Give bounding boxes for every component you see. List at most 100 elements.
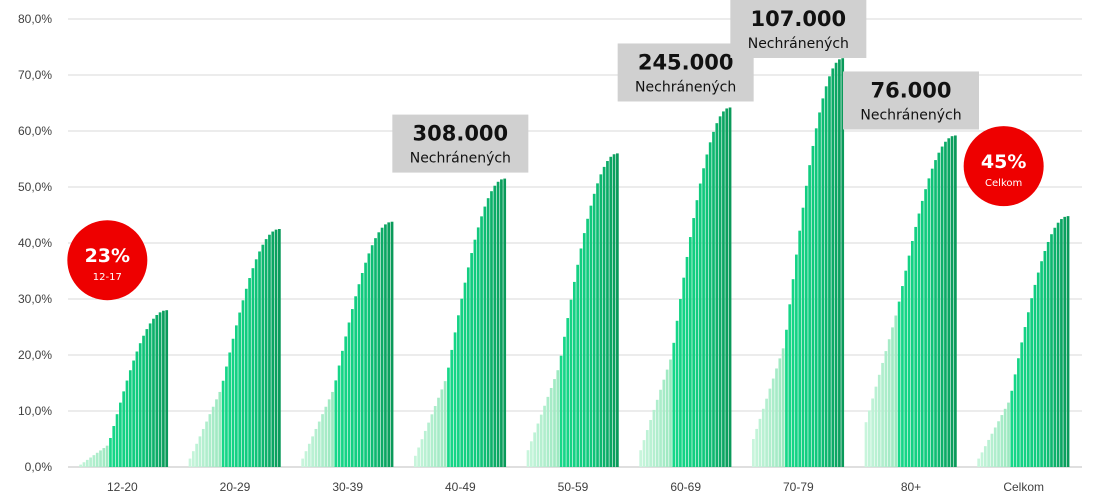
bar-group-50-59 [526,153,619,468]
bar-group-40-49 [414,178,507,468]
bar [440,389,444,467]
x-tick-label: 80+ [901,480,921,494]
bar [304,451,308,467]
y-tick-label: 10,0% [18,404,52,418]
bar [831,68,835,468]
bar [874,386,878,467]
bar [1020,342,1024,467]
bar [1050,234,1053,467]
bar [881,362,884,467]
bar [529,441,533,467]
bar [191,451,195,467]
bar [828,76,831,467]
bar [1046,241,1050,467]
bar [1030,298,1033,467]
bar [165,310,169,467]
badge-label: Celkom [985,178,1022,189]
x-tick-label: 12-20 [107,480,138,494]
bar [1010,390,1014,467]
annotation-label: Nechránených [410,151,511,167]
bar [546,396,550,467]
bar-group-Celkom [977,216,1070,467]
bar [1053,227,1057,467]
bar [811,145,815,467]
bar [112,426,116,467]
bar [785,329,788,467]
bar [228,352,232,467]
bar-group-30-39 [301,221,394,467]
bar-group-12-20 [79,310,169,467]
bar [920,200,924,467]
y-tick-label: 70,0% [18,68,52,82]
percentage-badges: 23% 12-17 45% Celkom [67,126,1044,301]
bar [205,421,208,467]
bar [904,270,908,467]
bar [453,332,457,467]
badge-circle [963,126,1044,207]
bar [314,428,318,467]
bar [871,398,874,467]
bar [901,286,904,467]
bar [493,185,497,467]
bar [433,406,437,467]
x-axis-labels: 12-20 20-29 30-39 40-49 50-59 60-69 70-79 80+ Ce… [107,480,1044,494]
bar [778,358,782,467]
bar [357,284,361,467]
bar [662,379,666,467]
bar [616,153,619,467]
bar [894,315,898,467]
bar [642,440,646,467]
bar [244,288,248,467]
x-tick-label: 30-39 [332,480,363,494]
bar [705,154,709,467]
bar [374,238,377,467]
annotation-value: 76.000 [870,78,951,102]
bar [639,450,643,467]
bar [274,229,278,467]
bar [649,419,652,467]
x-tick-label: 40-49 [445,480,476,494]
bar [609,156,613,467]
bar [841,58,845,467]
annotation-value: 308.000 [413,122,509,146]
bar [543,405,546,467]
x-tick-label: 60-69 [670,480,701,494]
annotation-60-69: 245.000 Nechránených [617,43,754,102]
bar [791,279,795,467]
bar [993,427,997,467]
bar [367,253,371,467]
bar [887,339,891,467]
bar [573,281,576,467]
bar [387,222,391,467]
bar [115,414,119,467]
bar [155,315,159,467]
bar [698,183,702,467]
bar [679,298,682,467]
bar [198,436,202,467]
bar [380,227,384,467]
badge-circle [67,220,148,301]
annotation-value: 107.000 [751,7,847,31]
bar [669,359,672,467]
bar [606,161,609,467]
bar [539,414,543,467]
bar [599,174,603,467]
bar [390,221,394,467]
bar [201,428,205,467]
bar [718,116,722,468]
badge-12-20: 23% 12-17 [67,220,148,301]
bar [473,239,477,467]
bar [930,168,934,468]
bar [834,62,838,467]
bar [838,59,841,468]
bar [582,233,586,467]
annotation-40-49: 308.000 Nechránených [392,114,529,173]
bar [360,272,364,467]
bar [937,152,941,467]
bar [917,213,921,467]
bar [377,232,381,467]
bar [586,218,589,467]
bar [818,112,821,467]
bar [321,414,324,467]
bar [188,458,192,467]
